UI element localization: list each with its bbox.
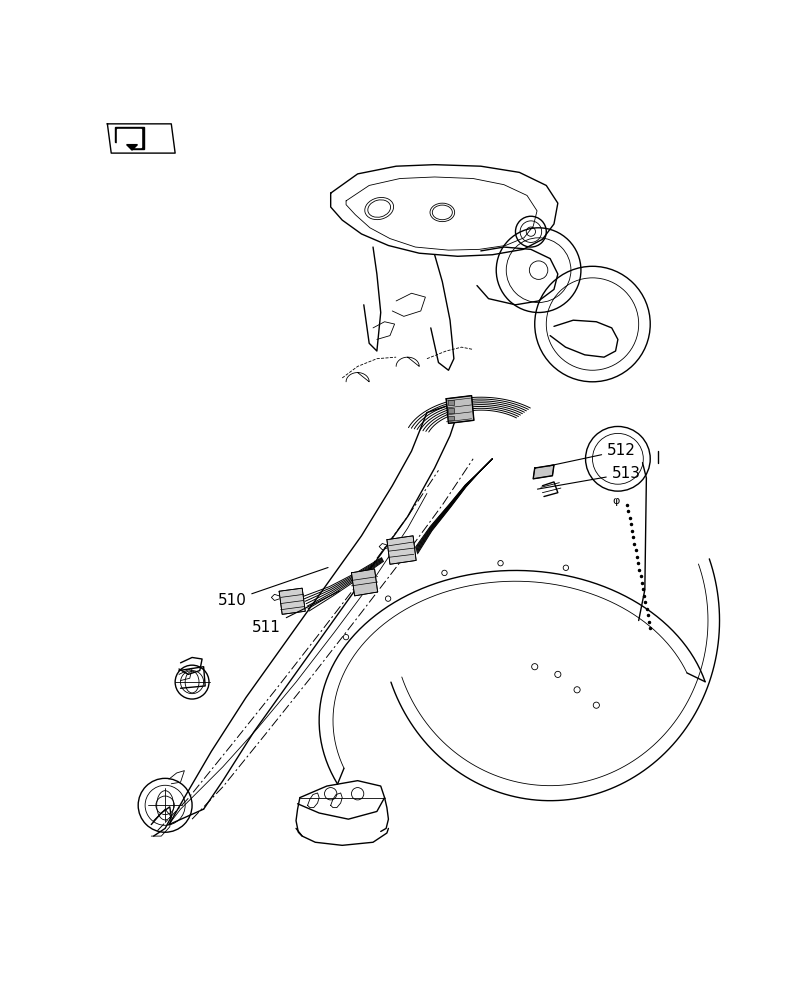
- Polygon shape: [115, 127, 144, 149]
- Polygon shape: [448, 416, 453, 420]
- Polygon shape: [351, 569, 377, 596]
- Polygon shape: [127, 145, 137, 150]
- Polygon shape: [533, 465, 553, 479]
- Polygon shape: [448, 400, 453, 405]
- Text: φ: φ: [611, 496, 619, 506]
- Polygon shape: [386, 536, 416, 564]
- Text: 512: 512: [548, 443, 635, 466]
- Polygon shape: [279, 588, 305, 614]
- Text: 513: 513: [537, 466, 640, 489]
- Polygon shape: [445, 396, 474, 423]
- Polygon shape: [118, 129, 141, 147]
- Text: 511: 511: [252, 591, 339, 635]
- Text: 510: 510: [217, 568, 328, 608]
- Polygon shape: [448, 408, 453, 413]
